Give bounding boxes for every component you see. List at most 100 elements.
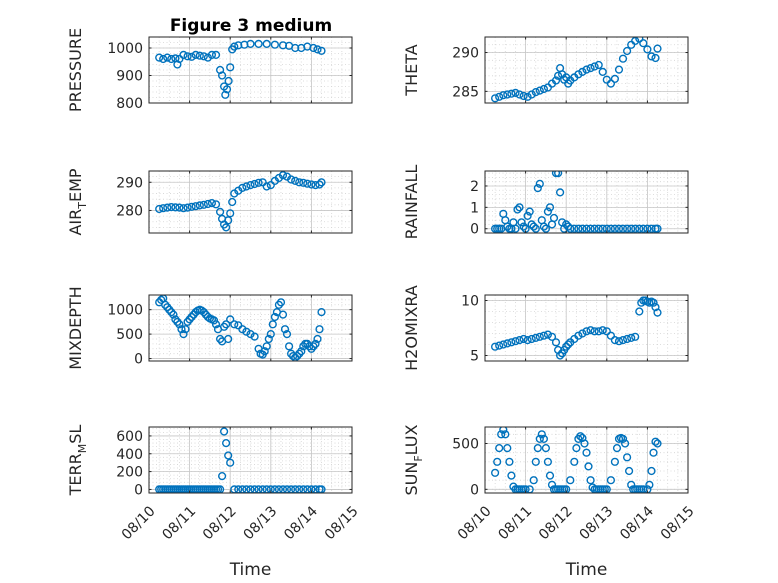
- subplot-2: 285 290 THETA: [402, 36, 689, 104]
- data-point: [501, 430, 510, 439]
- data-point: [220, 427, 229, 436]
- axes-box: [148, 294, 353, 362]
- data-point: [230, 42, 239, 51]
- y-axis-label: MIXDEPTH: [66, 286, 85, 369]
- data-point: [582, 327, 591, 336]
- data-point: [503, 444, 512, 453]
- y-axis-label-main: SUN: [402, 462, 421, 496]
- data-point: [647, 52, 656, 61]
- data-point: [602, 327, 611, 336]
- data-point: [594, 60, 603, 70]
- data-point: [527, 90, 536, 99]
- data-point: [199, 200, 208, 209]
- data-point: [531, 333, 540, 343]
- data-point: [282, 330, 292, 339]
- data-point: [179, 50, 188, 60]
- data-point: [612, 444, 622, 453]
- y-tick-label: 1000: [107, 41, 143, 57]
- data-point: [553, 71, 563, 80]
- axes-box: [484, 294, 689, 362]
- y-tick-label: 0: [470, 222, 479, 238]
- data-point: [523, 336, 532, 345]
- data-point: [175, 54, 184, 64]
- data-point: [586, 63, 595, 73]
- data-point: [299, 178, 308, 187]
- data-point: [527, 220, 536, 229]
- data-point: [610, 74, 620, 84]
- data-point: [226, 209, 235, 218]
- data-point: [495, 444, 504, 453]
- data-point: [199, 52, 208, 61]
- data-point: [620, 439, 630, 448]
- data-point: [503, 339, 512, 348]
- data-point: [543, 457, 553, 466]
- data-point: [507, 89, 516, 98]
- data-point: [499, 427, 508, 434]
- data-point: [503, 90, 512, 99]
- data-point: [566, 476, 575, 485]
- y-axis-label-rest: EMP: [66, 168, 85, 202]
- data-point: [224, 334, 233, 344]
- data-point: [246, 39, 255, 49]
- data-point: [618, 224, 628, 233]
- data-point: [539, 222, 549, 231]
- data-point: [254, 39, 263, 49]
- data-point: [631, 332, 640, 341]
- x-axis-label: Time: [229, 560, 272, 580]
- data-point: [317, 46, 326, 55]
- data-point: [543, 330, 553, 339]
- data-point: [653, 439, 662, 448]
- data-point: [511, 224, 520, 233]
- data-point: [222, 85, 232, 94]
- data-point: [643, 45, 652, 54]
- y-tick-label: 1000: [107, 303, 143, 319]
- tick-marks: [148, 171, 353, 233]
- tick-marks: [484, 37, 689, 103]
- data-point: [645, 480, 654, 489]
- data-point: [572, 444, 581, 453]
- data-point: [309, 342, 318, 351]
- data-point: [242, 327, 251, 336]
- data-point: [315, 325, 324, 334]
- data-point: [280, 325, 290, 334]
- data-point: [523, 211, 532, 221]
- y-axis-label-subscript: T: [76, 202, 89, 210]
- data-point: [535, 179, 544, 188]
- data-point: [181, 325, 190, 334]
- data-point: [499, 91, 508, 100]
- figure-title: Figure 3 medium: [170, 16, 332, 36]
- data-point: [313, 334, 322, 344]
- data-point: [631, 224, 640, 233]
- data-point: [515, 90, 524, 99]
- data-point: [590, 62, 599, 71]
- tick-marks: [148, 427, 353, 493]
- data-point: [549, 213, 559, 223]
- subplot-4: 0 1 2 RAINFALL: [402, 165, 689, 239]
- data-point: [527, 334, 536, 344]
- data-point: [606, 224, 616, 233]
- y-tick-label: 600: [116, 429, 143, 445]
- series-markers: [491, 296, 662, 360]
- data-point: [262, 342, 271, 351]
- data-point: [224, 216, 233, 225]
- data-point: [533, 444, 542, 453]
- data-point: [564, 340, 573, 349]
- data-point: [260, 347, 269, 356]
- data-point: [580, 439, 589, 448]
- data-point: [159, 54, 168, 64]
- tick-marks: [484, 295, 689, 361]
- data-point: [531, 87, 540, 97]
- data-point: [570, 224, 579, 233]
- data-point: [533, 184, 542, 193]
- data-point: [203, 312, 213, 322]
- data-point: [491, 468, 500, 477]
- data-point: [535, 86, 544, 95]
- axes-box: [148, 426, 353, 494]
- data-point: [529, 476, 538, 485]
- subplot-1: 800 900 1000 PRESSURE: [66, 28, 353, 112]
- data-point: [185, 315, 194, 324]
- data-point: [535, 332, 544, 341]
- tick-marks: [484, 427, 689, 493]
- data-point: [541, 224, 551, 233]
